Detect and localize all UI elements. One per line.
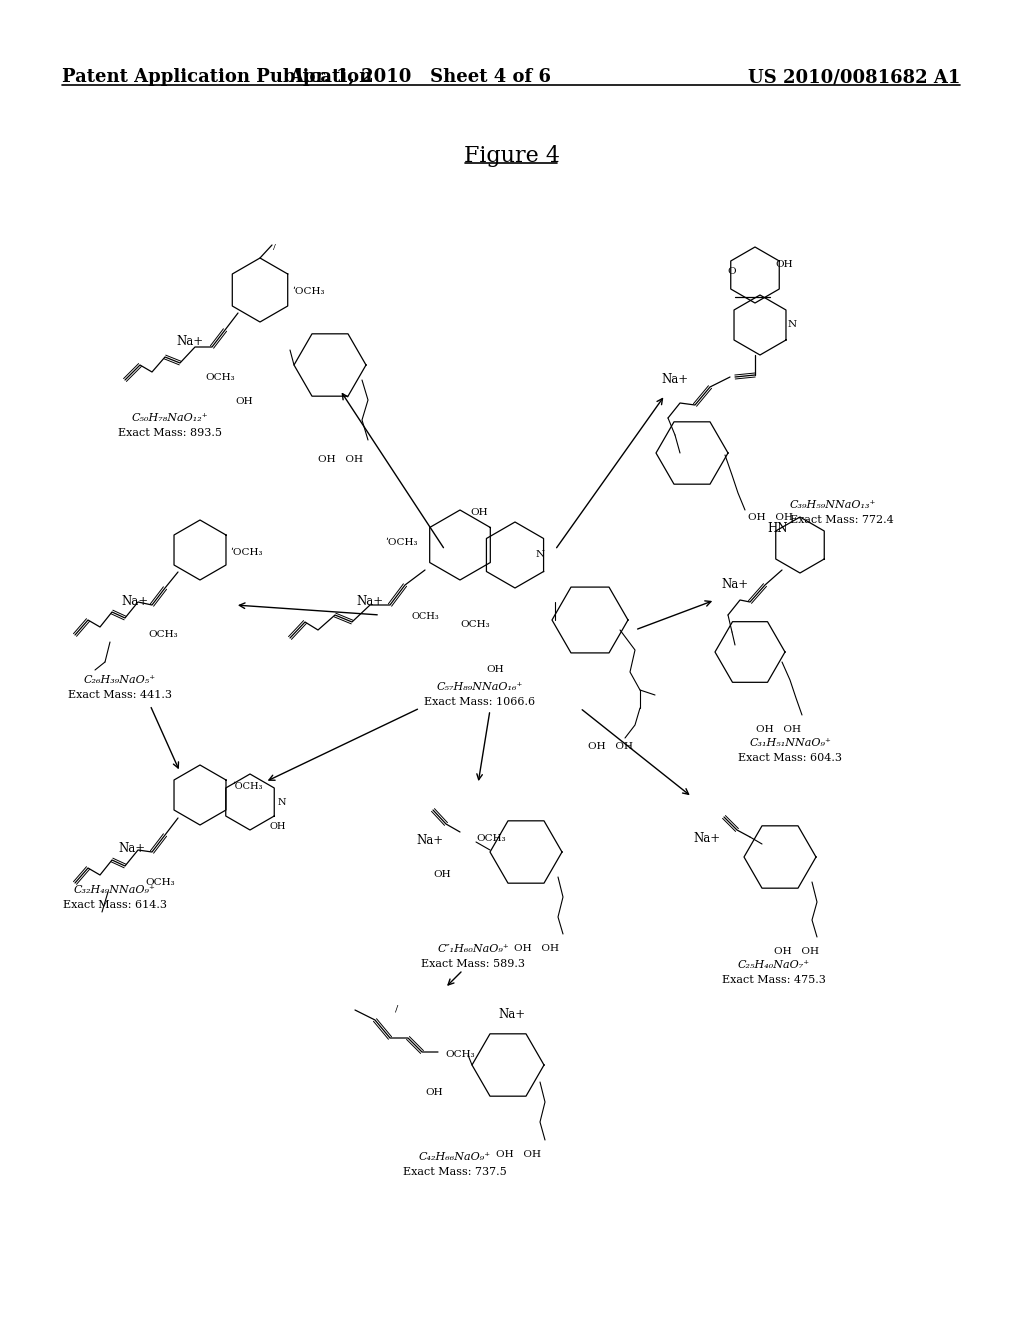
Text: OH: OH	[270, 822, 287, 832]
Text: OH: OH	[234, 397, 253, 407]
Text: OCH₃: OCH₃	[412, 612, 439, 620]
Text: ʹOCH₃: ʹOCH₃	[230, 548, 262, 557]
Text: OH: OH	[775, 260, 793, 269]
Text: OCH₃: OCH₃	[460, 620, 489, 630]
Text: Na+: Na+	[662, 374, 688, 385]
Text: ʹOCH₃: ʹOCH₃	[232, 781, 262, 791]
Text: OCH₃: OCH₃	[205, 374, 234, 381]
Text: Na+: Na+	[356, 595, 384, 609]
Text: OCH₃: OCH₃	[145, 878, 175, 887]
Text: OH: OH	[470, 508, 487, 517]
Text: Exact Mass: 475.3: Exact Mass: 475.3	[722, 975, 826, 985]
Text: C₃₉H₅₉NNaO₁₃⁺: C₃₉H₅₉NNaO₁₃⁺	[790, 500, 877, 510]
Text: /: /	[273, 243, 275, 251]
Text: HN: HN	[768, 521, 788, 535]
Text: C₂₅H₄₀NaO₇⁺: C₂₅H₄₀NaO₇⁺	[738, 960, 810, 970]
Text: N: N	[278, 799, 287, 807]
Text: C₃₁H₅₁NNaO₉⁺: C₃₁H₅₁NNaO₉⁺	[750, 738, 830, 748]
Text: C″₁H₆₀NaO₉⁺: C″₁H₆₀NaO₉⁺	[437, 944, 509, 954]
Text: Na+: Na+	[119, 842, 145, 855]
Text: Na+: Na+	[417, 834, 443, 847]
Text: C₅₀H₇₈NaO₁₂⁺: C₅₀H₇₈NaO₁₂⁺	[132, 413, 208, 422]
Text: O: O	[727, 267, 735, 276]
Text: OH   OH: OH OH	[756, 725, 801, 734]
Text: OCH₃: OCH₃	[476, 834, 506, 843]
Text: C₂₆H₃₉NaO₅⁺: C₂₆H₃₉NaO₅⁺	[84, 675, 156, 685]
Text: Na+: Na+	[176, 335, 204, 348]
Text: OH   OH: OH OH	[513, 944, 558, 953]
Text: OH: OH	[425, 1088, 442, 1097]
Text: Exact Mass: 441.3: Exact Mass: 441.3	[68, 690, 172, 700]
Text: OCH₃: OCH₃	[148, 630, 177, 639]
Text: Figure 4: Figure 4	[464, 145, 560, 168]
Text: OH   OH: OH OH	[748, 513, 793, 521]
Text: Exact Mass: 604.3: Exact Mass: 604.3	[738, 752, 842, 763]
Text: Na+: Na+	[722, 578, 749, 591]
Text: Exact Mass: 614.3: Exact Mass: 614.3	[63, 900, 167, 909]
Text: US 2010/0081682 A1: US 2010/0081682 A1	[748, 69, 961, 86]
Text: N: N	[788, 319, 797, 329]
Text: C₅₇H₈₉NNaO₁₆⁺: C₅₇H₈₉NNaO₁₆⁺	[437, 682, 523, 692]
Text: OH   OH: OH OH	[317, 455, 362, 465]
Text: Exact Mass: 737.5: Exact Mass: 737.5	[403, 1167, 507, 1177]
Text: OH: OH	[433, 870, 451, 879]
Text: C₄₂H₆₆NaO₉⁺: C₄₂H₆₆NaO₉⁺	[419, 1152, 492, 1162]
Text: Exact Mass: 772.4: Exact Mass: 772.4	[790, 515, 894, 525]
Text: Exact Mass: 589.3: Exact Mass: 589.3	[421, 960, 525, 969]
Text: OH: OH	[486, 665, 504, 675]
Text: /: /	[395, 1005, 398, 1014]
Text: OH   OH: OH OH	[588, 742, 633, 751]
Text: Patent Application Publication: Patent Application Publication	[62, 69, 373, 86]
Text: OH   OH: OH OH	[496, 1150, 541, 1159]
Text: OH   OH: OH OH	[774, 946, 819, 956]
Text: ʹOCH₃: ʹOCH₃	[292, 286, 325, 296]
Text: OCH₃: OCH₃	[445, 1049, 475, 1059]
Text: C₃₂H₄₉NNaO₉⁺: C₃₂H₄₉NNaO₉⁺	[74, 884, 156, 895]
Text: Exact Mass: 1066.6: Exact Mass: 1066.6	[424, 697, 536, 708]
Text: Exact Mass: 893.5: Exact Mass: 893.5	[118, 428, 222, 438]
Text: ʹOCH₃: ʹOCH₃	[385, 539, 418, 546]
Text: N: N	[536, 550, 545, 558]
Text: Na+: Na+	[499, 1008, 525, 1020]
Text: Na+: Na+	[693, 832, 721, 845]
Text: Apr. 1, 2010   Sheet 4 of 6: Apr. 1, 2010 Sheet 4 of 6	[289, 69, 551, 86]
Text: Na+: Na+	[122, 595, 148, 609]
